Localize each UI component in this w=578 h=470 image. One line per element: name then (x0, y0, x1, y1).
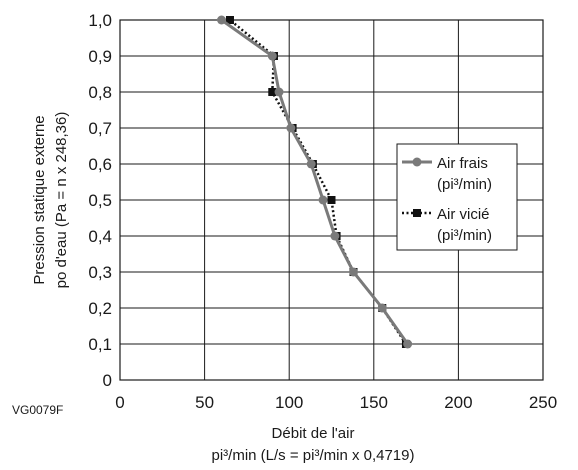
y-tick-label: 0,7 (88, 119, 112, 138)
y-tick-label: 0,8 (88, 83, 112, 102)
series-0 (217, 15, 413, 349)
data-point-circle (274, 87, 284, 97)
y-tick-label: 0,5 (88, 191, 112, 210)
legend: Air frais (pi³/min) Air vicié (pi³/min) (396, 143, 518, 251)
data-point-circle (217, 15, 227, 25)
x-tick-label: 250 (529, 393, 557, 412)
y-tick-labels: 0 0,1 0,2 0,3 0,4 0,5 0,6 0,7 0,8 0,9 1,0 (88, 11, 112, 390)
data-point-circle (348, 267, 358, 277)
y-tick-label: 1,0 (88, 11, 112, 30)
y-tick-label: 0,9 (88, 47, 112, 66)
data-point-square (268, 88, 277, 96)
x-axis-title: Débit de l'air (272, 425, 355, 442)
x-axis-units: pi³/min (L/s = pi³/min x 0,4719) (212, 447, 415, 464)
data-point-square (225, 16, 234, 24)
y-tick-label: 0,6 (88, 155, 112, 174)
x-tick-label: 100 (275, 393, 303, 412)
y-tick-label: 0,4 (88, 227, 112, 246)
x-tick-label: 200 (444, 393, 472, 412)
data-point-circle (403, 339, 413, 349)
legend-marker-air-vicie (413, 209, 421, 217)
x-tick-label: 50 (195, 393, 214, 412)
series-line-1 (229, 19, 407, 345)
y-tick-label: 0,1 (88, 335, 112, 354)
data-point-circle (377, 303, 387, 313)
legend-marker-air-frais (412, 157, 422, 167)
figure-code: VG0079F (12, 403, 63, 417)
legend-units-air-frais: (pi³/min) (437, 176, 492, 193)
x-tick-label: 150 (360, 393, 388, 412)
x-tick-labels: 0 50 100 150 200 250 (115, 393, 557, 412)
plot-frame (119, 19, 544, 381)
y-tick-label: 0,3 (88, 263, 112, 282)
data-point-circle (267, 51, 277, 61)
legend-box (396, 143, 518, 251)
data-point-circle (318, 195, 328, 205)
data-point-circle (330, 231, 340, 241)
data-point-square (327, 196, 336, 204)
legend-label-air-vicie: Air vicié (437, 206, 490, 223)
legend-label-air-frais: Air frais (437, 155, 488, 172)
data-point-circle (306, 159, 316, 169)
x-tick-label: 0 (115, 393, 124, 412)
series-line-0 (220, 18, 409, 345)
y-tick-label: 0 (103, 371, 112, 390)
y-axis-units: po d'eau (Pa = n x 248,36) (53, 112, 70, 289)
data-point-circle (286, 123, 296, 133)
y-axis-title: Pression statique externe (31, 115, 48, 284)
y-tick-label: 0,2 (88, 299, 112, 318)
series-layer (217, 15, 413, 349)
legend-units-air-vicie: (pi³/min) (437, 227, 492, 244)
